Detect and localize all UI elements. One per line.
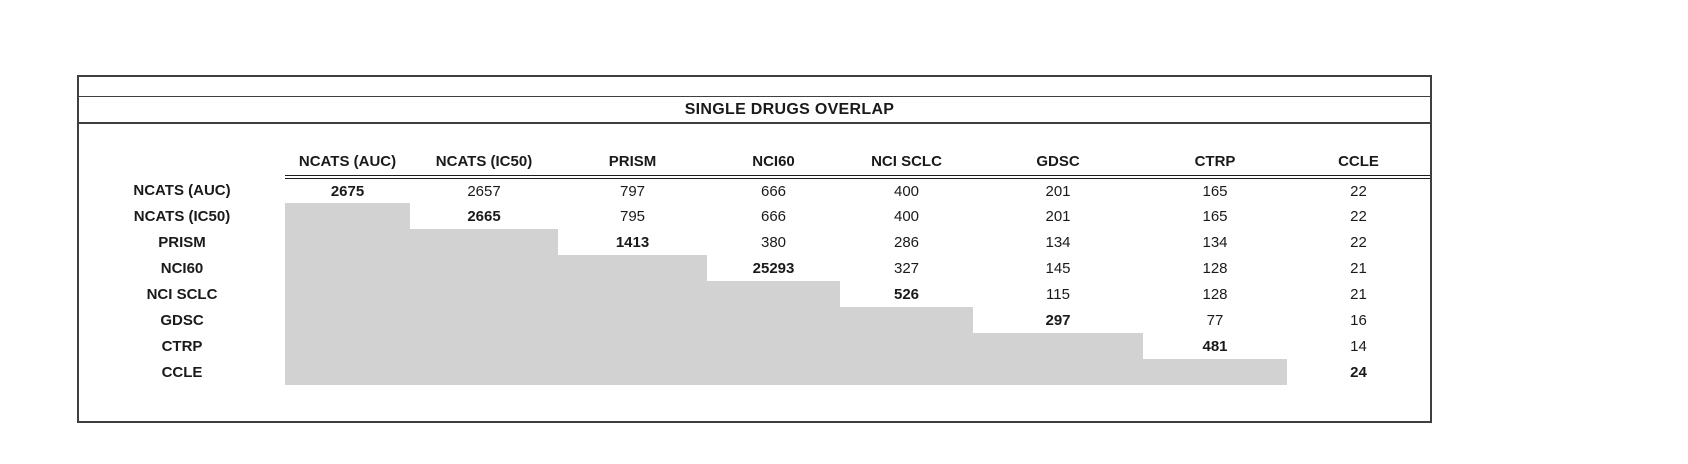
matrix-cell: 795 <box>619 207 646 225</box>
matrix-cell-shaded <box>707 359 840 385</box>
matrix-cell-shaded <box>285 281 410 307</box>
matrix-cell-shaded <box>558 333 707 359</box>
table-row: NCI SCLC 526 115 128 21 <box>79 281 1430 307</box>
matrix-cell: 165 <box>1202 182 1228 200</box>
matrix-cell-shaded <box>410 333 558 359</box>
matrix-cell: 165 <box>1202 207 1228 225</box>
matrix-cell: 14 <box>1350 337 1367 355</box>
matrix-cell: 400 <box>893 207 920 225</box>
matrix-cell: 115 <box>1046 285 1070 303</box>
matrix-cell: 400 <box>893 182 920 200</box>
matrix-cell: 666 <box>760 182 787 200</box>
matrix-cell-diagonal: 297 <box>1045 311 1071 329</box>
overlap-matrix: NCATS (AUC) NCATS (IC50) PRISM NCI60 NCI SCL… <box>79 140 1430 385</box>
column-header: NCATS (AUC) <box>285 140 410 179</box>
matrix-cell-shaded <box>410 359 558 385</box>
matrix-cell-shaded <box>840 307 973 333</box>
row-label: NCATS (IC50) <box>133 207 231 225</box>
spacer-row <box>79 77 1430 97</box>
matrix-cell: 380 <box>760 233 787 251</box>
matrix-cell-diagonal: 1413 <box>615 233 650 251</box>
matrix-cell-diagonal: 2675 <box>330 182 365 200</box>
column-header: PRISM <box>558 140 707 179</box>
matrix-cell: 22 <box>1350 182 1367 200</box>
matrix-cell: 201 <box>1045 182 1071 200</box>
matrix-cell-diagonal: 526 <box>893 285 920 303</box>
matrix-cell-shaded <box>840 333 973 359</box>
column-header: NCI SCLC <box>840 140 973 179</box>
matrix-cell: 128 <box>1202 259 1228 277</box>
matrix-cell: 797 <box>619 182 646 200</box>
row-label: GDSC <box>160 311 204 329</box>
matrix-cell-shaded <box>285 229 410 255</box>
overlap-table-frame: SINGLE DRUGS OVERLAP NCATS (AUC) NCATS (I… <box>77 75 1432 423</box>
matrix-cell: 134 <box>1202 233 1228 251</box>
matrix-cell: 21 <box>1350 285 1367 303</box>
table-row: NCATS (AUC) 2675 2657 797 666 400 201 165 22 <box>79 177 1430 203</box>
matrix-cell-shaded <box>285 359 410 385</box>
matrix-cell-shaded <box>558 359 707 385</box>
table-row: CCLE 24 <box>79 359 1430 385</box>
column-header: CTRP <box>1143 140 1287 179</box>
matrix-cell-shaded <box>558 307 707 333</box>
matrix-cell: 327 <box>893 259 920 277</box>
matrix-cell-shaded <box>707 281 840 307</box>
matrix-cell-shaded <box>707 333 840 359</box>
matrix-cell-shaded <box>840 359 973 385</box>
matrix-cell-diagonal: 24 <box>1350 363 1367 381</box>
row-label: PRISM <box>158 233 206 251</box>
column-header: GDSC <box>973 140 1143 179</box>
matrix-cell: 16 <box>1350 311 1367 329</box>
matrix-cell-shaded <box>410 281 558 307</box>
table-row: GDSC 297 77 16 <box>79 307 1430 333</box>
matrix-cell: 201 <box>1045 207 1071 225</box>
row-label: NCI SCLC <box>146 285 218 303</box>
column-header: NCI60 <box>707 140 840 179</box>
matrix-cell-shaded <box>410 255 558 281</box>
column-header: CCLE <box>1287 140 1430 179</box>
matrix-cell-shaded <box>410 307 558 333</box>
matrix-cell: 22 <box>1350 207 1367 225</box>
row-label: NCI60 <box>160 259 204 277</box>
corner-cell <box>79 140 285 177</box>
matrix-cell-diagonal: 25293 <box>752 259 795 277</box>
matrix-cell: 286 <box>893 233 920 251</box>
matrix-cell-shaded <box>973 333 1143 359</box>
matrix-cell: 134 <box>1045 233 1071 251</box>
matrix-cell: 21 <box>1350 259 1367 277</box>
table-row: PRISM 1413 380 286 134 134 22 <box>79 229 1430 255</box>
matrix-cell-shaded <box>707 307 840 333</box>
matrix-cell-diagonal: 2665 <box>467 207 501 225</box>
matrix-cell: 145 <box>1045 259 1071 277</box>
matrix-cell: 2657 <box>467 182 501 200</box>
table-row: NCATS (IC50) 2665 795 666 400 201 165 22 <box>79 203 1430 229</box>
column-header: NCATS (IC50) <box>410 140 558 179</box>
row-label: CCLE <box>161 363 203 381</box>
matrix-cell-shaded <box>285 203 410 229</box>
matrix-cell-shaded <box>285 307 410 333</box>
matrix-cell: 22 <box>1350 233 1367 251</box>
table-title: SINGLE DRUGS OVERLAP <box>684 100 895 118</box>
matrix-cell-shaded <box>285 333 410 359</box>
table-row: NCI60 25293 327 145 128 21 <box>79 255 1430 281</box>
matrix-cell-shaded <box>285 255 410 281</box>
matrix-cell-shaded <box>558 281 707 307</box>
matrix-cell-diagonal: 481 <box>1202 337 1228 355</box>
matrix-cell-shaded <box>1143 359 1287 385</box>
matrix-cell-shaded <box>973 359 1143 385</box>
table-row: CTRP 481 14 <box>79 333 1430 359</box>
row-label: CTRP <box>161 337 203 355</box>
matrix-cell: 77 <box>1206 311 1224 329</box>
matrix-header-row: NCATS (AUC) NCATS (IC50) PRISM NCI60 NCI SCL… <box>79 140 1430 179</box>
matrix-cell-shaded <box>410 229 558 255</box>
matrix-body: NCATS (AUC) 2675 2657 797 666 400 201 165 22 NCAT… <box>79 177 1430 385</box>
matrix-cell-shaded <box>558 255 707 281</box>
matrix-cell: 666 <box>760 207 787 225</box>
row-label: NCATS (AUC) <box>133 181 231 199</box>
title-row: SINGLE DRUGS OVERLAP <box>79 97 1430 124</box>
matrix-cell: 128 <box>1202 285 1228 303</box>
